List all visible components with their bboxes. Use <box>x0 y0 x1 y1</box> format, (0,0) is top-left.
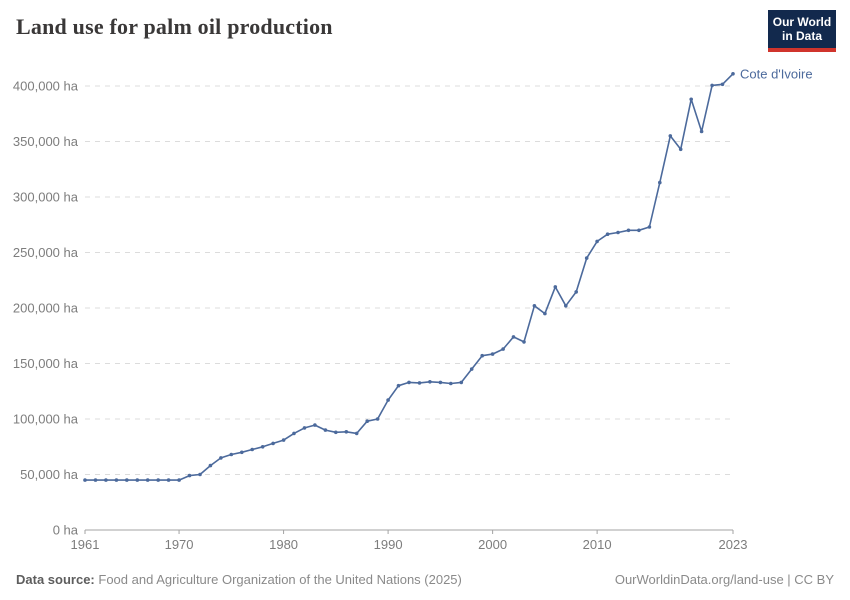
entity-label[interactable]: Cote d'Ivoire <box>740 66 813 81</box>
data-point[interactable] <box>490 352 495 356</box>
data-point[interactable] <box>532 304 537 308</box>
owid-logo-line1: Our World <box>772 14 832 29</box>
x-axis <box>84 529 734 534</box>
y-tick-label: 250,000 ha <box>13 245 79 260</box>
data-point[interactable] <box>386 398 390 402</box>
data-point[interactable] <box>584 256 589 260</box>
data-point[interactable] <box>375 417 380 421</box>
data-point[interactable] <box>678 147 683 152</box>
data-point[interactable] <box>522 340 526 344</box>
data-point[interactable] <box>187 473 192 478</box>
data-source: Data source: Food and Agriculture Organi… <box>16 572 462 587</box>
data-point[interactable] <box>250 447 254 452</box>
y-tick-label: 300,000 ha <box>13 190 79 205</box>
data-point[interactable] <box>104 478 108 482</box>
owid-logo-box: Our World in Data <box>768 10 836 48</box>
data-source-text: Food and Agriculture Organization of the… <box>98 572 462 587</box>
data-point[interactable] <box>354 431 359 436</box>
owid-logo-line2: in Data <box>781 29 822 43</box>
data-point[interactable] <box>156 478 160 482</box>
y-tick-label: 200,000 ha <box>13 301 79 316</box>
data-point[interactable] <box>449 381 453 386</box>
data-point[interactable] <box>710 83 714 88</box>
data-point[interactable] <box>658 180 662 185</box>
data-point[interactable] <box>125 478 129 482</box>
chart-title: Land use for palm oil production <box>16 14 333 39</box>
y-tick-label: 100,000 ha <box>13 412 79 427</box>
x-tick-label: 1970 <box>165 537 194 552</box>
data-point[interactable] <box>543 311 547 316</box>
owid-license-link[interactable]: OurWorldinData.org/land-use | CC BY <box>614 572 834 587</box>
data-point[interactable] <box>511 335 516 339</box>
data-point[interactable] <box>407 380 411 385</box>
data-point[interactable] <box>271 441 275 446</box>
data-source-label: Data source: <box>16 572 95 587</box>
data-point[interactable] <box>605 232 610 236</box>
data-point[interactable] <box>114 478 119 482</box>
data-point[interactable] <box>229 452 234 457</box>
data-point[interactable] <box>260 445 265 449</box>
x-tick-label: 1961 <box>71 537 100 552</box>
data-point[interactable] <box>720 82 725 87</box>
data-point[interactable] <box>208 463 213 468</box>
data-point[interactable] <box>480 353 485 358</box>
data-point[interactable] <box>302 426 307 430</box>
data-point[interactable] <box>292 431 296 436</box>
data-point[interactable] <box>334 430 338 435</box>
data-point[interactable] <box>616 230 620 235</box>
x-tick-label: 2023 <box>719 537 748 552</box>
y-tick-label: 0 ha <box>53 523 79 538</box>
data-point[interactable] <box>553 285 558 289</box>
data-point[interactable] <box>637 228 641 233</box>
data-point[interactable] <box>344 430 349 434</box>
owid-logo[interactable]: Our World in Data <box>768 10 836 52</box>
x-axis-labels: 1961 1970 1980 1990 2000 2010 2023 <box>71 537 748 552</box>
data-point-markers[interactable] <box>83 72 735 482</box>
data-point[interactable] <box>365 419 370 424</box>
data-point[interactable] <box>177 478 181 482</box>
x-tick-label: 2010 <box>583 537 612 552</box>
data-point[interactable] <box>438 380 443 385</box>
data-point[interactable] <box>699 129 704 134</box>
data-point[interactable] <box>564 304 568 308</box>
data-point[interactable] <box>731 72 735 76</box>
data-point[interactable] <box>83 478 87 482</box>
data-point[interactable] <box>198 472 202 477</box>
data-point[interactable] <box>313 423 317 427</box>
data-point[interactable] <box>145 478 150 482</box>
data-point[interactable] <box>459 380 464 385</box>
data-point[interactable] <box>396 383 401 388</box>
owid-logo-red-bar <box>768 48 836 52</box>
data-point[interactable] <box>240 450 244 455</box>
x-tick-label: 1990 <box>374 537 403 552</box>
data-point[interactable] <box>647 225 652 229</box>
data-point[interactable] <box>574 290 578 294</box>
data-point[interactable] <box>626 228 631 233</box>
x-tick-label: 2000 <box>478 537 507 552</box>
data-point[interactable] <box>219 456 223 460</box>
y-axis-labels: 0 ha 50,000 ha 100,000 ha 150,000 ha 200,000… <box>13 79 79 538</box>
y-gridlines <box>85 85 733 475</box>
y-tick-label: 350,000 ha <box>13 134 79 149</box>
data-point[interactable] <box>428 380 432 384</box>
data-point[interactable] <box>166 478 171 482</box>
data-point[interactable] <box>135 478 140 482</box>
data-point[interactable] <box>281 438 286 442</box>
y-tick-label: 50,000 ha <box>20 467 79 482</box>
data-point[interactable] <box>595 239 599 244</box>
chart-footer: Data source: Food and Agriculture Organi… <box>16 572 834 587</box>
data-point[interactable] <box>469 367 474 371</box>
data-point[interactable] <box>417 381 422 385</box>
x-tick-label: 1980 <box>269 537 298 552</box>
data-point[interactable] <box>689 97 693 102</box>
data-point[interactable] <box>323 428 328 432</box>
data-point[interactable] <box>93 478 98 482</box>
data-point[interactable] <box>668 134 673 138</box>
y-tick-label: 400,000 ha <box>13 79 79 94</box>
y-tick-label: 150,000 ha <box>13 356 79 371</box>
data-point[interactable] <box>501 347 505 351</box>
